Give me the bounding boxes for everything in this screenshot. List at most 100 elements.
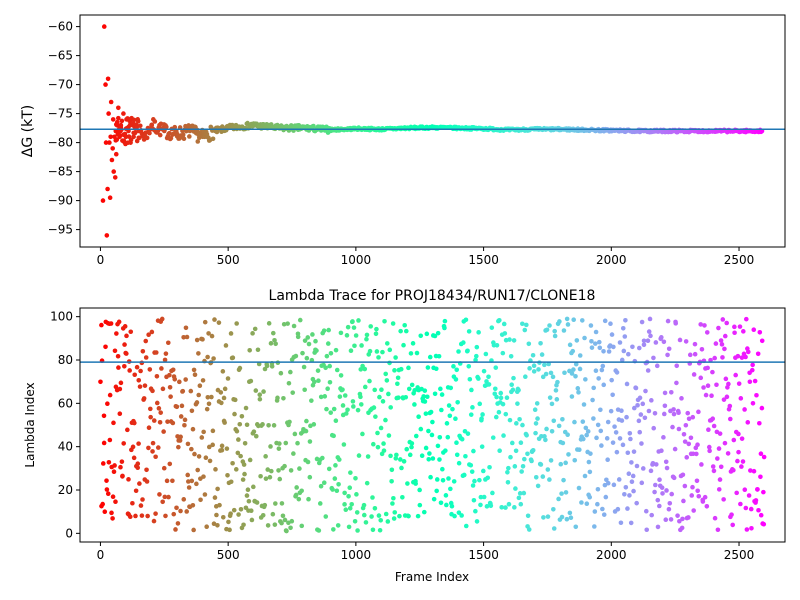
- delta-g-point: [152, 119, 158, 124]
- lambda-point: [692, 351, 698, 357]
- lambda-point: [526, 341, 532, 347]
- lambda-point: [490, 435, 496, 440]
- lambda-point: [665, 352, 670, 358]
- lambda-point: [101, 413, 107, 419]
- lambda-point: [220, 369, 226, 374]
- lambda-point: [516, 387, 521, 393]
- lambda-point: [559, 491, 564, 496]
- lambda-point: [731, 467, 736, 473]
- lambda-point: [616, 477, 622, 482]
- lambda-point: [167, 461, 173, 467]
- lambda-point: [189, 478, 195, 484]
- lambda-point: [303, 428, 309, 434]
- lambda-point: [579, 500, 584, 505]
- x-tick-label: 1000: [341, 253, 372, 267]
- lambda-point: [108, 321, 114, 326]
- lambda-point: [476, 376, 481, 381]
- lambda-point: [151, 418, 157, 423]
- lambda-point: [653, 340, 659, 345]
- lambda-point: [713, 341, 719, 346]
- lambda-point: [671, 411, 677, 417]
- lambda-point: [415, 513, 421, 519]
- lambda-point: [674, 363, 680, 369]
- lambda-point: [228, 479, 234, 485]
- lambda-point: [380, 349, 385, 355]
- lambda-point: [117, 386, 123, 392]
- lambda-point: [114, 331, 119, 336]
- lambda-point: [431, 496, 437, 502]
- lambda-point: [683, 422, 689, 428]
- lambda-point: [327, 363, 333, 369]
- delta-g-point: [187, 134, 192, 139]
- lambda-point: [610, 392, 615, 398]
- lambda-point: [146, 445, 151, 451]
- lambda-point: [285, 321, 290, 326]
- lambda-point: [538, 462, 544, 467]
- lambda-point: [350, 399, 356, 404]
- lambda-point: [484, 504, 490, 509]
- lambda-point: [593, 329, 599, 335]
- lambda-point: [393, 456, 399, 461]
- lambda-point: [759, 405, 765, 411]
- lambda-point: [450, 406, 455, 412]
- lambda-point: [393, 355, 398, 360]
- lambda-point: [643, 388, 648, 394]
- lambda-point: [501, 433, 506, 438]
- lambda-point: [686, 416, 692, 422]
- lambda-point: [727, 403, 733, 409]
- lambda-point: [287, 419, 292, 425]
- lambda-point: [369, 514, 374, 519]
- lambda-point: [755, 487, 760, 492]
- lambda-point: [270, 511, 276, 517]
- lambda-point: [517, 416, 522, 422]
- lambda-point: [251, 429, 257, 434]
- lambda-point: [709, 393, 714, 399]
- lambda-point: [370, 495, 375, 500]
- lambda-point: [666, 506, 672, 512]
- lambda-point: [544, 426, 549, 432]
- lambda-point: [540, 374, 546, 380]
- lambda-point: [397, 513, 402, 519]
- y-tick-label: −60: [48, 20, 73, 34]
- lambda-point: [100, 501, 105, 507]
- delta-g-point: [113, 151, 119, 157]
- lambda-point: [173, 527, 178, 532]
- lambda-point: [673, 321, 679, 326]
- lambda-point: [247, 457, 253, 463]
- lambda-point: [432, 333, 438, 339]
- delta-g-point: [147, 130, 152, 136]
- lambda-point: [237, 365, 243, 371]
- lambda-point: [242, 471, 247, 477]
- lambda-point: [435, 443, 441, 449]
- lambda-point: [315, 368, 321, 373]
- lambda-point: [442, 318, 448, 324]
- lambda-point: [321, 328, 327, 333]
- lambda-point: [477, 477, 482, 483]
- lambda-point: [600, 363, 606, 369]
- x-tick-label: 500: [217, 548, 240, 562]
- lambda-point: [292, 431, 298, 437]
- x-tick-label: 500: [217, 253, 240, 267]
- delta-g-point: [172, 124, 178, 130]
- lambda-point: [333, 347, 339, 353]
- lambda-point: [305, 459, 311, 465]
- lambda-point: [478, 494, 484, 500]
- lambda-point: [317, 501, 323, 506]
- lambda-point: [740, 459, 746, 464]
- lambda-point: [703, 392, 709, 398]
- lambda-point: [640, 466, 646, 471]
- lambda-point: [161, 429, 166, 434]
- lambda-point: [388, 405, 393, 410]
- lambda-point: [270, 330, 276, 336]
- lambda-point: [468, 412, 474, 417]
- lambda-point: [107, 437, 113, 443]
- lambda-point: [140, 497, 145, 502]
- lambda-point: [333, 463, 338, 468]
- lambda-point: [232, 411, 237, 417]
- lambda-point: [649, 398, 654, 403]
- lambda-point: [309, 398, 314, 403]
- lambda-point: [102, 509, 108, 514]
- lambda-point: [379, 387, 384, 393]
- lambda-point: [643, 508, 649, 514]
- lambda-point: [518, 501, 524, 507]
